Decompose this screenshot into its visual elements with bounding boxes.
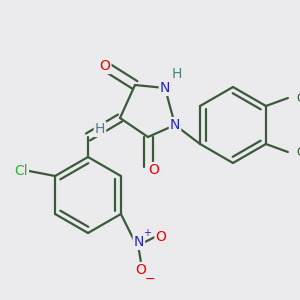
Text: −: − [145,272,155,286]
Text: O: O [100,59,110,73]
Text: +: + [143,228,151,238]
Text: H: H [95,122,105,136]
Text: N: N [160,81,170,95]
Text: N: N [134,235,144,249]
Text: O: O [155,230,166,244]
Text: N: N [170,118,180,132]
Text: Cl: Cl [14,164,28,178]
Text: O: O [136,263,146,277]
Text: CH₃: CH₃ [296,146,300,158]
Text: O: O [148,163,159,177]
Text: CH₃: CH₃ [296,92,300,104]
Text: H: H [172,67,182,81]
